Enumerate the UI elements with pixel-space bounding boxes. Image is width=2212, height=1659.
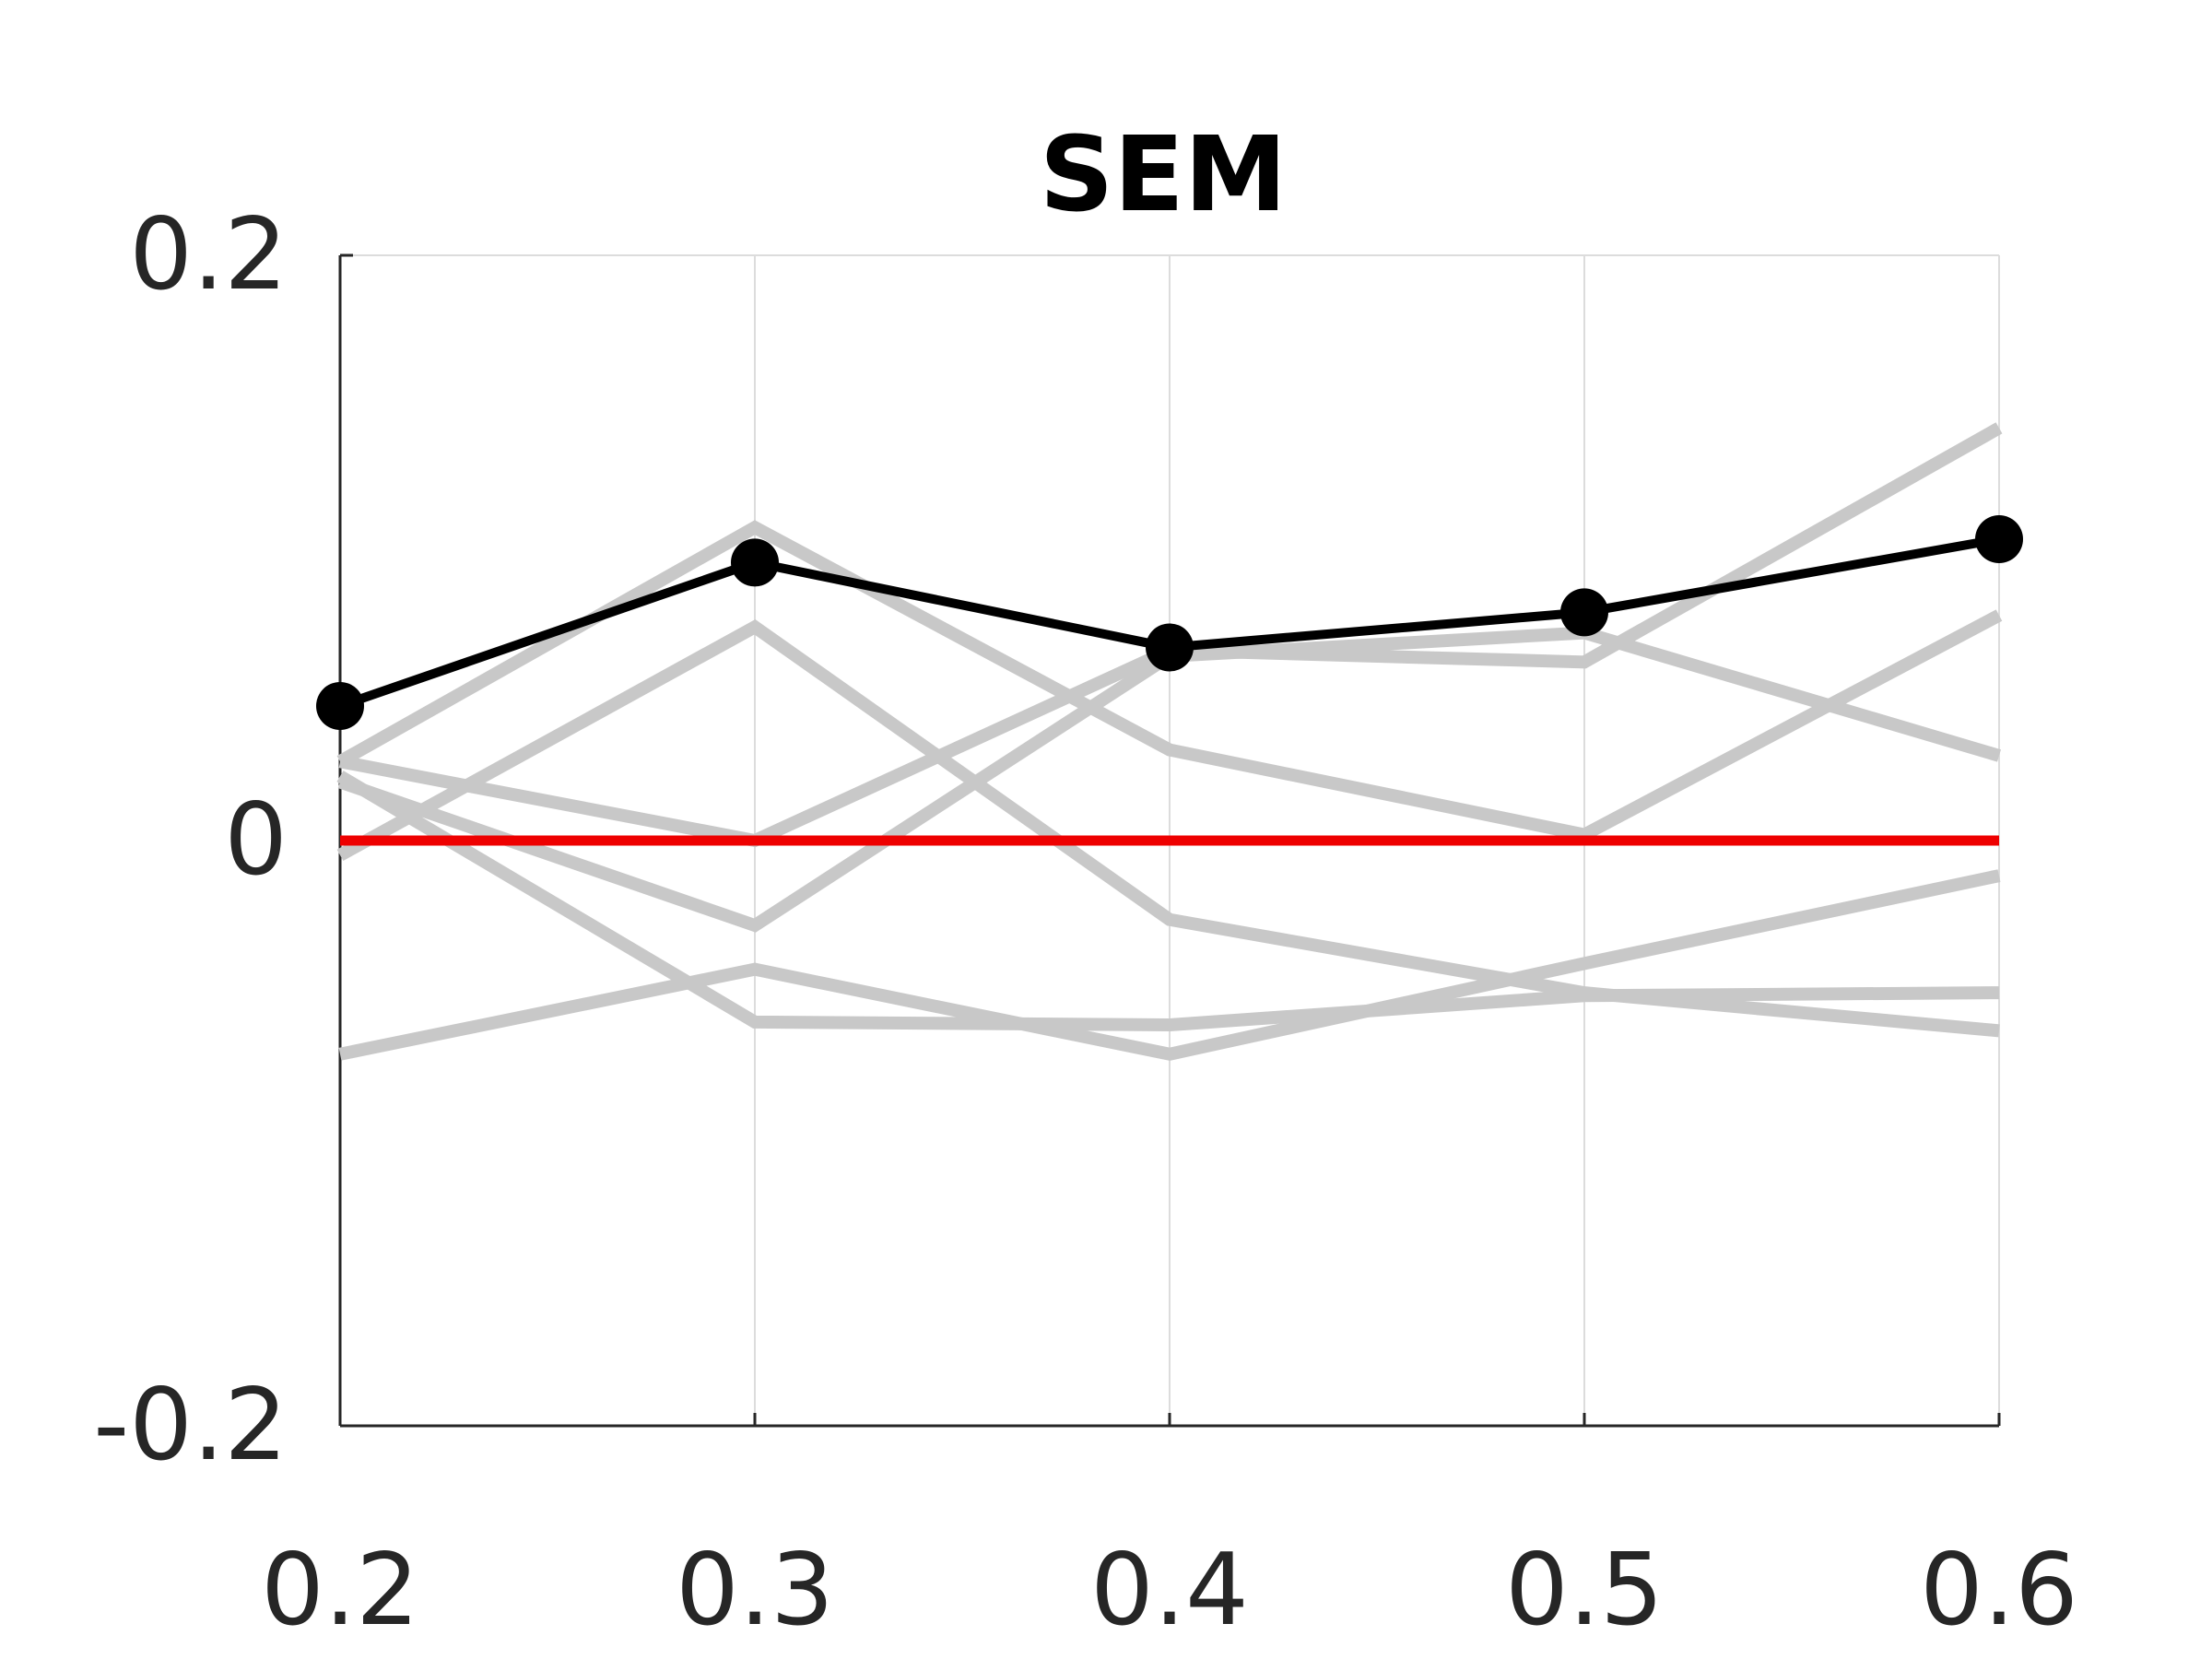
y-tick-label-0: 0.2: [129, 197, 288, 312]
x-tick-label-0: 0.2: [261, 1533, 419, 1648]
highlight-series-point-0: [316, 681, 364, 730]
background-series-line-0: [336, 520, 2003, 842]
x-tick-label-1: 0.3: [676, 1533, 834, 1648]
highlight-series-group: [316, 514, 2023, 730]
chart-title: SEM: [1040, 115, 1288, 235]
x-tick-label-2: 0.4: [1090, 1533, 1249, 1648]
background-series-line-4: [336, 771, 2000, 1032]
highlight-series-point-3: [1560, 588, 1608, 637]
background-series-line-5: [338, 869, 2001, 1061]
highlight-series-point-1: [731, 538, 779, 587]
x-tick-label-4: 0.6: [1920, 1533, 2078, 1648]
highlight-series-point-4: [1975, 514, 2023, 563]
highlight-series-point-2: [1146, 623, 1194, 672]
x-tick-label-3: 0.5: [1505, 1533, 1664, 1648]
y-tick-label-2: -0.2: [93, 1368, 288, 1483]
y-tick-label-1: 0: [224, 782, 288, 898]
tick-labels: 0.2 0.3 0.4 0.5 0.6 0.2 0 -0.2: [93, 197, 2078, 1648]
background-series-line-2: [336, 618, 2000, 1038]
